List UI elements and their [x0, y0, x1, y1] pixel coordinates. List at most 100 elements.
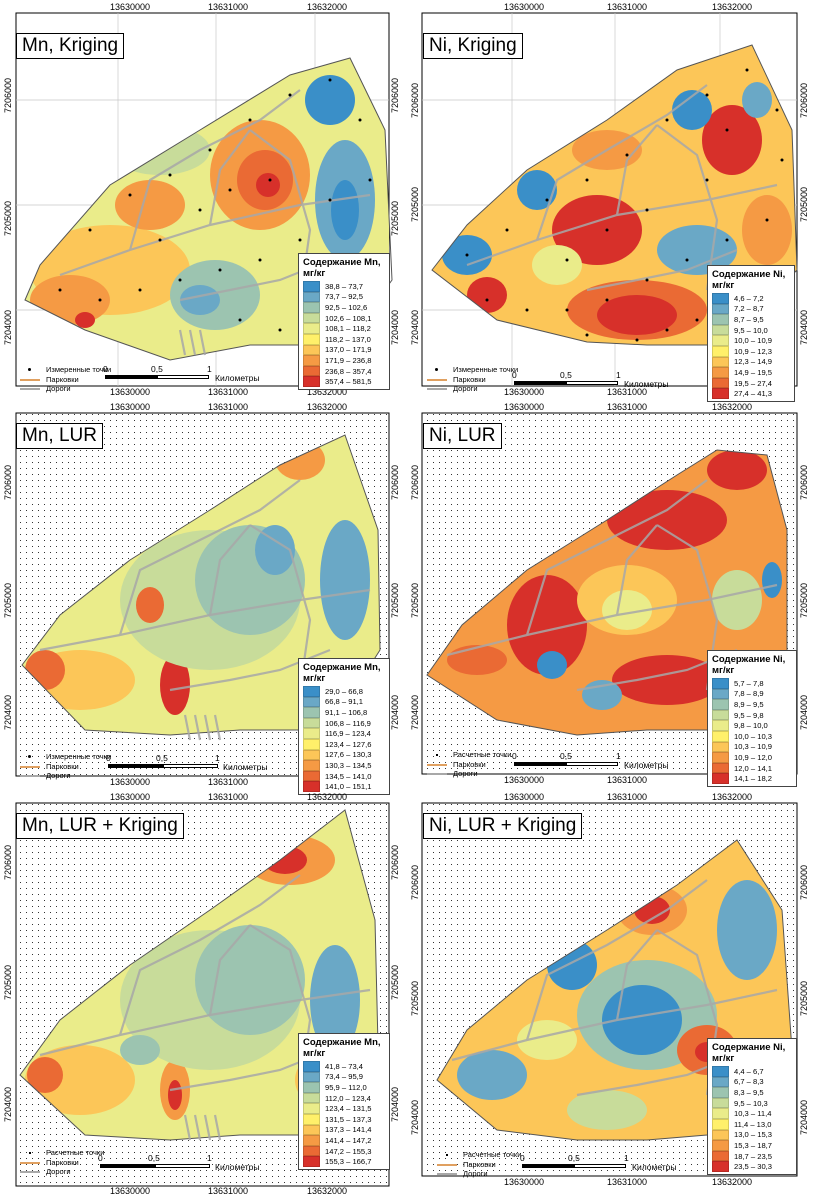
legend-range-label: 29,0 – 66,8 — [325, 686, 364, 696]
legend-range-label: 171,9 – 236,8 — [325, 355, 372, 365]
legend-swatch — [303, 1071, 320, 1083]
legend-row: 8,3 – 9,5 — [712, 1087, 792, 1098]
scale-label: 1 — [207, 364, 212, 374]
legend-row: 357,4 – 581,5 — [303, 376, 385, 387]
legend-swatch — [303, 281, 320, 292]
scale-bar: 0 0,5 1 Километры — [106, 753, 288, 775]
map-legend: Содержание Mn, мг/кг 29,0 – 66,8 66,8 – 9… — [298, 658, 390, 795]
scale-label: 1 — [215, 753, 220, 763]
map-legend: Содержание Mn, мг/кг 41,8 – 73,4 73,4 – 9… — [298, 1033, 390, 1170]
legend-row: 10,9 – 12,3 — [712, 346, 790, 357]
key-roads-label: Дороги — [46, 771, 71, 780]
scale-unit: Километры — [632, 1162, 677, 1172]
legend-range-label: 7,2 – 8,7 — [734, 304, 764, 314]
scale-label: 1 — [207, 1153, 212, 1163]
legend-swatch — [712, 293, 729, 304]
legend-range-label: 134,5 – 141,0 — [325, 771, 372, 781]
legend-row: 106,8 – 116,9 — [303, 717, 385, 729]
legend-range-label: 4,4 – 6,7 — [734, 1066, 764, 1076]
map-frame — [15, 12, 393, 387]
legend-row: 41,8 – 73,4 — [303, 1061, 385, 1072]
x-tick-top: 13631000 — [607, 402, 648, 412]
legend-swatch — [712, 1140, 729, 1151]
map-legend: Содержание Ni, мг/кг 4,6 – 7,2 7,2 – 8,7 8… — [707, 265, 795, 402]
legend-classes: 29,0 – 66,8 66,8 – 91,1 91,1 – 106,8 106,8 … — [303, 686, 385, 792]
legend-swatch — [303, 355, 320, 366]
scale-bar-segment — [514, 381, 566, 385]
legend-classes: 5,7 – 7,8 7,8 – 8,9 8,9 – 9,5 9,5 – 9,8 9,8 … — [712, 678, 792, 784]
legend-row: 9,8 – 10,0 — [712, 720, 792, 731]
legend-classes: 41,8 – 73,4 73,4 – 95,9 95,9 – 112,0 112,0 … — [303, 1061, 385, 1167]
scale-unit: Километры — [624, 379, 669, 389]
legend-row: 7,2 – 8,7 — [712, 303, 790, 315]
key-roads-label: Дороги — [453, 769, 478, 778]
x-tick-bottom: 13631000 — [208, 777, 249, 787]
legend-range-label: 9,8 – 10,0 — [734, 721, 768, 731]
legend-row: 236,8 – 357,4 — [303, 365, 385, 377]
scale-label: 1 — [624, 1153, 629, 1163]
legend-swatch — [303, 686, 320, 697]
legend-range-label: 141,4 – 147,2 — [325, 1135, 372, 1145]
scale-bar-segment — [157, 375, 209, 379]
scale-unit: Километры — [215, 373, 260, 383]
scale-bar-segment — [105, 375, 157, 379]
legend-title: Содержание Mn, мг/кг — [303, 1037, 381, 1059]
legend-swatch — [303, 334, 320, 345]
legend-swatch — [303, 302, 320, 313]
scale-label: 0 — [103, 364, 108, 374]
x-tick-bottom: 13630000 — [110, 1186, 151, 1196]
legend-row: 12,0 – 14,1 — [712, 762, 792, 774]
legend-row: 123,4 – 131,5 — [303, 1103, 385, 1114]
legend-classes: 38,8 – 73,7 73,7 – 92,5 92,5 – 102,6 102,6 … — [303, 281, 385, 387]
legend-row: 8,9 – 9,5 — [712, 699, 792, 710]
legend-row: 27,4 – 41,3 — [712, 388, 790, 399]
x-tick-bottom: 13631000 — [607, 387, 648, 397]
legend-swatch — [712, 1129, 729, 1141]
legend-row: 95,9 – 112,0 — [303, 1082, 385, 1093]
legend-classes: 4,4 – 6,7 6,7 – 8,3 8,3 – 9,5 9,5 – 10,3 10,… — [712, 1066, 792, 1172]
x-tick-top: 13630000 — [110, 2, 151, 12]
legend-row: 11,4 – 13,0 — [712, 1119, 792, 1130]
calculated-point-symbol — [427, 750, 447, 759]
legend-range-label: 108,1 – 118,2 — [325, 324, 371, 334]
scale-unit: Километры — [624, 760, 669, 770]
legend-row: 10,0 – 10,3 — [712, 731, 792, 742]
legend-swatch — [712, 388, 729, 399]
panel-title: Ni, LUR + Kriging — [423, 813, 583, 839]
legend-range-label: 10,0 – 10,9 — [734, 336, 773, 346]
legend-row: 9,5 – 10,3 — [712, 1097, 792, 1109]
legend-row: 112,0 – 123,4 — [303, 1092, 385, 1104]
scale-bar-segment — [155, 1164, 210, 1168]
legend-swatch — [303, 717, 320, 729]
panel-title: Ni, LUR — [423, 423, 502, 449]
legend-swatch — [303, 312, 320, 324]
symbol-key: Измеренные точки Парковки Дороги — [20, 365, 111, 394]
scale-bar-segment — [574, 1164, 626, 1168]
legend-range-label: 141,0 – 151,1 — [325, 782, 372, 792]
x-tick-bottom: 13630000 — [110, 777, 151, 787]
legend-range-label: 357,4 – 581,5 — [325, 377, 372, 387]
measured-point-symbol — [427, 365, 447, 374]
scale-bar-segment — [163, 764, 218, 768]
legend-swatch — [303, 344, 320, 356]
scale-label: 0,5 — [151, 364, 163, 374]
legend-swatch — [712, 752, 729, 763]
x-tick-top: 13632000 — [307, 2, 348, 12]
legend-swatch — [303, 760, 320, 771]
legend-range-label: 23,5 – 30,3 — [734, 1162, 773, 1172]
scale-label: 0,5 — [560, 370, 572, 380]
legend-row: 171,9 – 236,8 — [303, 355, 385, 366]
map-panel-mn-kriging: 13630000 13631000 13632000 13630000 1363… — [0, 0, 407, 400]
legend-range-label: 14,9 – 19,5 — [734, 367, 773, 377]
scale-bar-segment — [100, 1164, 155, 1168]
legend-range-label: 9,5 – 10,3 — [734, 1098, 768, 1108]
legend-range-label: 9,5 – 9,8 — [734, 710, 764, 720]
legend-range-label: 12,0 – 14,1 — [734, 763, 773, 773]
key-points-label: Расчетные точки — [453, 750, 512, 759]
legend-range-label: 73,4 – 95,9 — [325, 1072, 364, 1082]
legend-swatch — [712, 709, 729, 721]
legend-row: 10,9 – 12,0 — [712, 752, 792, 763]
legend-range-label: 10,0 – 10,3 — [734, 731, 773, 741]
scale-label: 1 — [616, 370, 621, 380]
key-roads-label: Дороги — [46, 384, 71, 393]
